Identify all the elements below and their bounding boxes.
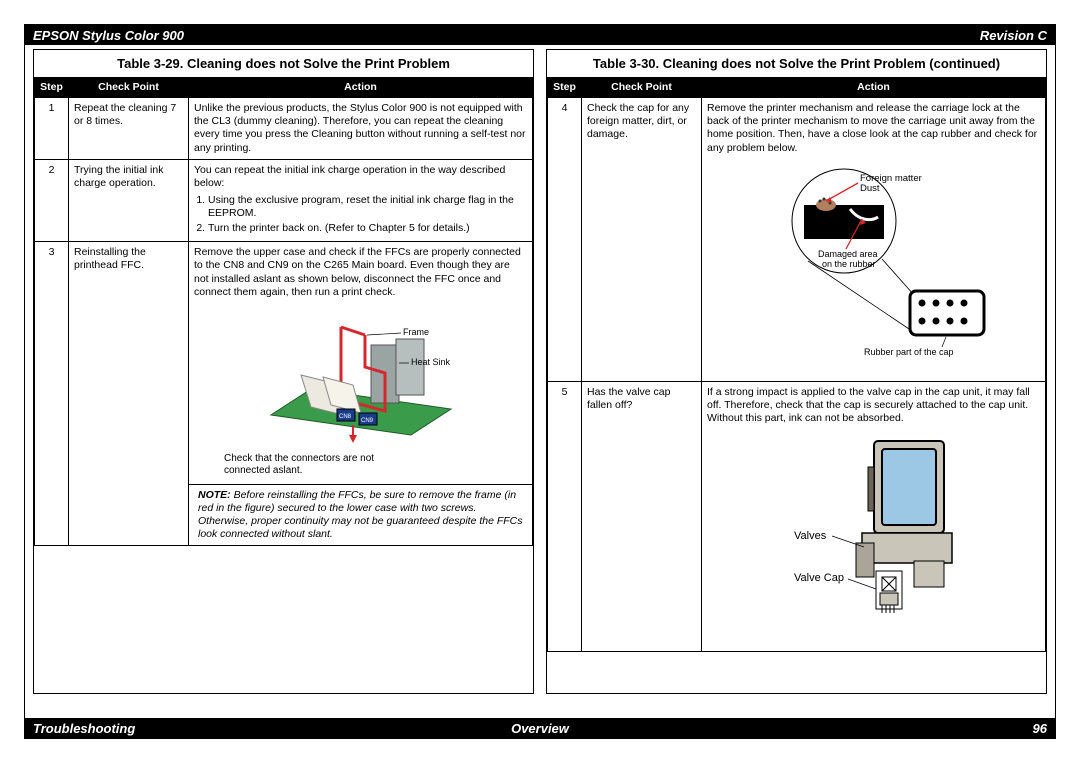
svg-text:Frame: Frame — [403, 327, 429, 337]
step-cell: 5 — [548, 381, 582, 652]
action-cell: Unlike the previous products, the Stylus… — [189, 98, 533, 160]
col-checkpoint: Check Point — [582, 78, 702, 98]
svg-text:Valves: Valves — [794, 530, 827, 542]
list-item: Using the exclusive program, reset the i… — [208, 194, 527, 220]
svg-text:Rubber part of the cap: Rubber part of the cap — [864, 347, 954, 357]
right-table-title: Table 3-30. Cleaning does not Solve the … — [547, 50, 1046, 77]
cp-cell: Reinstalling the printhead FFC. — [69, 242, 189, 546]
action-text: Remove the printer mechanism and release… — [707, 102, 1040, 155]
footer-left: Troubleshooting — [33, 721, 135, 736]
col-checkpoint: Check Point — [69, 78, 189, 98]
action-text: If a strong impact is applied to the val… — [707, 386, 1040, 425]
footer-center: Overview — [511, 721, 569, 736]
action-text: You can repeat the initial ink charge op… — [194, 164, 505, 189]
table-row: 3 Reinstalling the printhead FFC. Remove… — [35, 242, 533, 485]
ffc-figure: CN8 CN9 Frame Heat Sink — [194, 305, 527, 478]
action-cell: Remove the printer mechanism and release… — [702, 98, 1046, 382]
svg-text:on the rubber: on the rubber — [822, 259, 876, 269]
left-table-title: Table 3-29. Cleaning does not Solve the … — [34, 50, 533, 77]
note-label: NOTE: — [198, 489, 231, 501]
left-table: Step Check Point Action 1 Repeat the cle… — [34, 77, 533, 546]
footer-bar: Troubleshooting Overview 96 — [25, 718, 1055, 738]
svg-text:Dust: Dust — [860, 183, 880, 194]
note-text: Before reinstalling the FFCs, be sure to… — [198, 489, 523, 540]
col-step: Step — [548, 78, 582, 98]
cp-cell: Repeat the cleaning 7 or 8 times. — [69, 98, 189, 160]
col-action: Action — [189, 78, 533, 98]
col-step: Step — [35, 78, 69, 98]
left-column: Table 3-29. Cleaning does not Solve the … — [33, 49, 534, 694]
action-cell: You can repeat the initial ink charge op… — [189, 159, 533, 242]
col-action: Action — [702, 78, 1046, 98]
content-area: Table 3-29. Cleaning does not Solve the … — [25, 45, 1055, 718]
cp-cell: Trying the initial ink charge operation. — [69, 159, 189, 242]
table-row: 5 Has the valve cap fallen off? If a str… — [548, 381, 1046, 652]
action-cell: If a strong impact is applied to the val… — [702, 381, 1046, 652]
header-right: Revision C — [980, 28, 1047, 43]
cp-cell: Has the valve cap fallen off? — [582, 381, 702, 652]
header-bar: EPSON Stylus Color 900 Revision C — [25, 25, 1055, 45]
svg-text:Heat Sink: Heat Sink — [411, 357, 451, 367]
svg-text:CN9: CN9 — [361, 418, 374, 424]
footer-page: 96 — [1033, 721, 1047, 736]
page-frame: EPSON Stylus Color 900 Revision C Table … — [24, 24, 1056, 739]
action-list: Using the exclusive program, reset the i… — [194, 194, 527, 235]
step-cell: 4 — [548, 98, 582, 382]
step-cell: 1 — [35, 98, 69, 160]
table-row: 4 Check the cap for any foreign matter, … — [548, 98, 1046, 382]
header-left: EPSON Stylus Color 900 — [33, 28, 184, 43]
svg-text:CN8: CN8 — [339, 414, 352, 420]
step-cell: 2 — [35, 159, 69, 242]
note-cell: NOTE: Before reinstalling the FFCs, be s… — [189, 484, 533, 546]
valve-figure: Valves Valve Cap — [707, 431, 1040, 645]
step-cell: 3 — [35, 242, 69, 546]
fig-caption: Check that the connectors are not connec… — [224, 453, 384, 478]
svg-text:Valve Cap: Valve Cap — [794, 572, 844, 584]
right-column: Table 3-30. Cleaning does not Solve the … — [546, 49, 1047, 694]
right-table: Step Check Point Action 4 Check the cap … — [547, 77, 1046, 652]
cp-cell: Check the cap for any foreign matter, di… — [582, 98, 702, 382]
svg-text:Damaged area: Damaged area — [818, 249, 878, 259]
action-text: Remove the upper case and check if the F… — [194, 246, 527, 299]
cap-figure: Foreign matter Dust Damaged area on the … — [707, 161, 1040, 375]
table-row: 2 Trying the initial ink charge operatio… — [35, 159, 533, 242]
list-item: Turn the printer back on. (Refer to Chap… — [208, 222, 527, 235]
action-cell: Remove the upper case and check if the F… — [189, 242, 533, 485]
table-row: 1 Repeat the cleaning 7 or 8 times. Unli… — [35, 98, 533, 160]
